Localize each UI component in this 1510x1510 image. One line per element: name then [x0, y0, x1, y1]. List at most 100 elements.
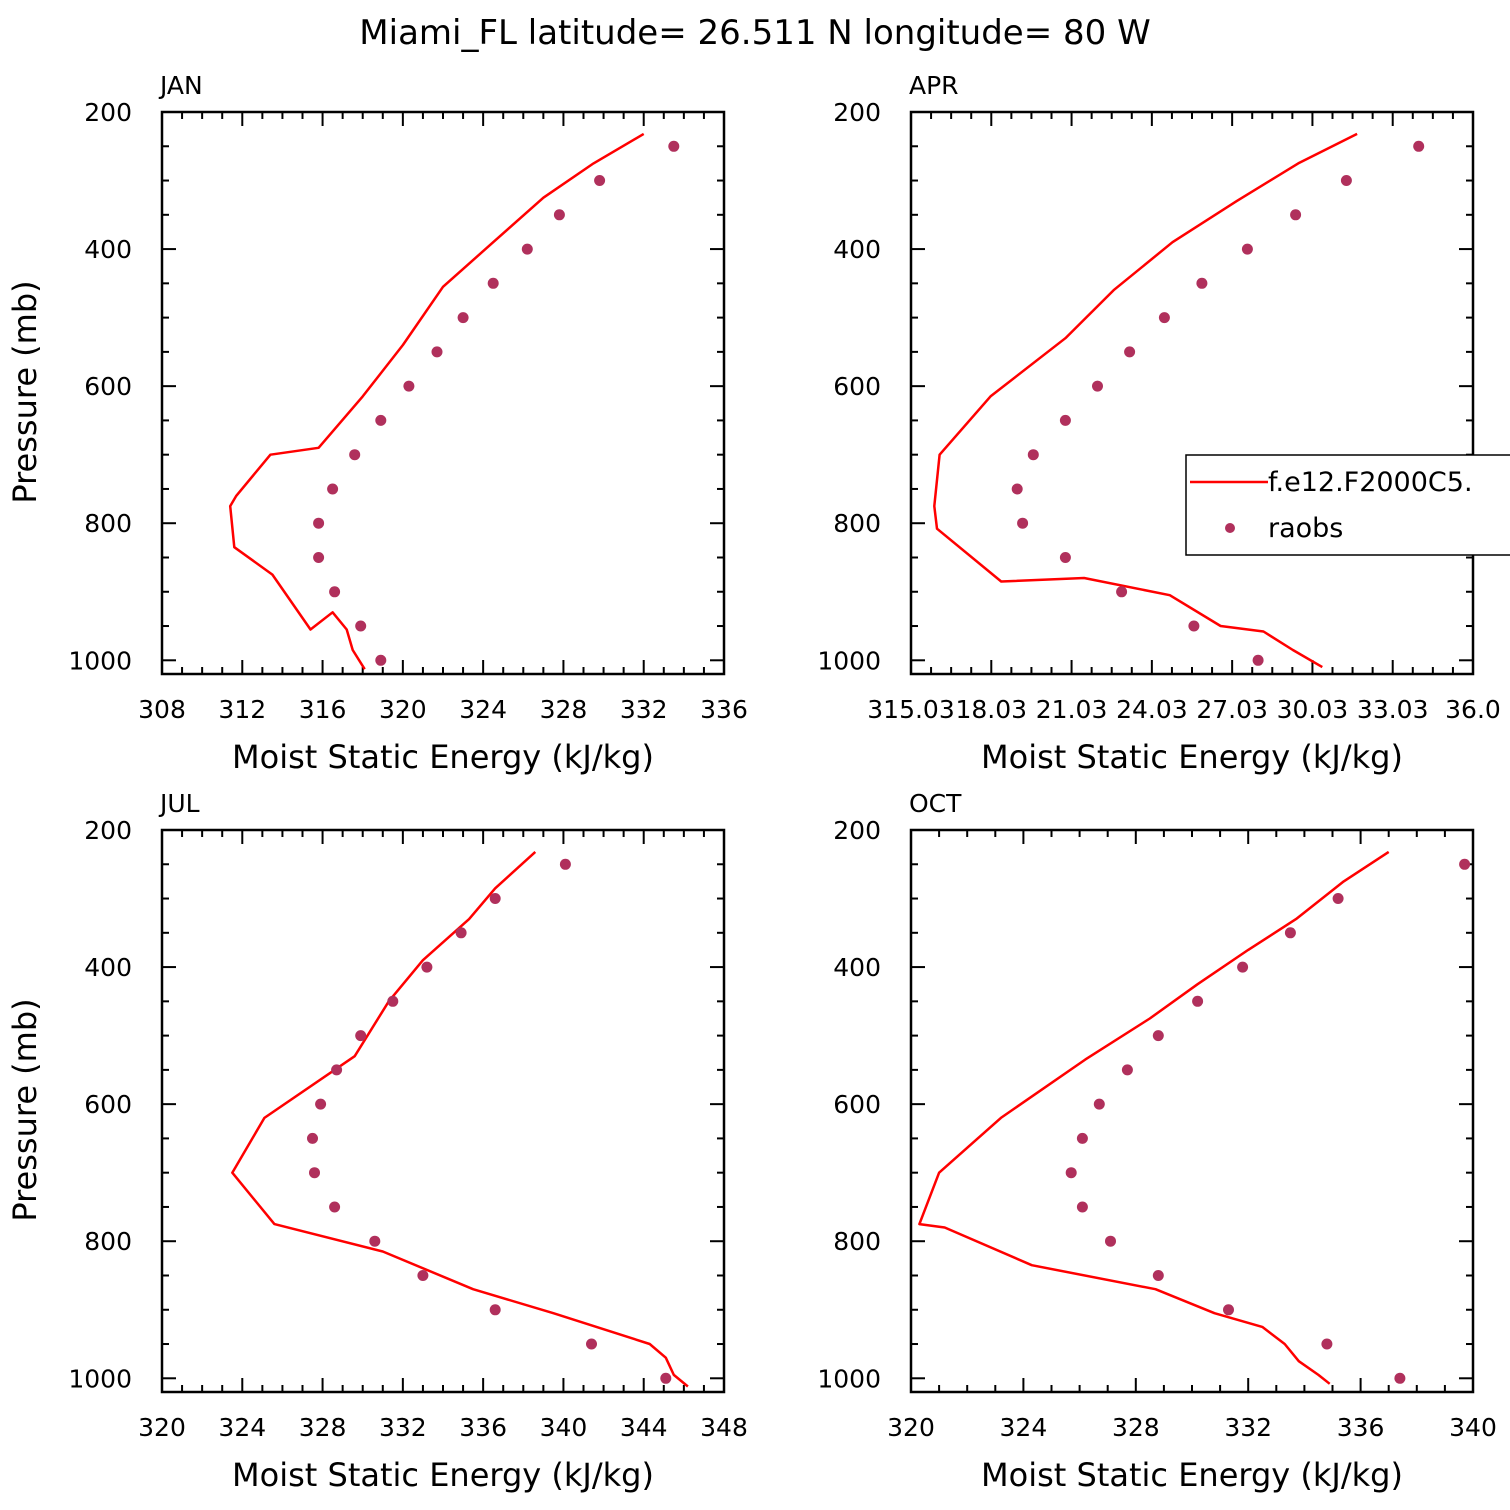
- x-tick-label: 336: [459, 1413, 507, 1442]
- raobs-point: [315, 1098, 327, 1110]
- x-axis-label: Moist Static Energy (kJ/kg): [232, 738, 654, 776]
- x-tick-label: 328: [540, 695, 588, 724]
- raobs-point: [369, 1235, 381, 1247]
- raobs-point: [660, 1372, 672, 1384]
- y-tick-label: 600: [84, 372, 132, 401]
- raobs-point: [1223, 1304, 1234, 1316]
- raobs-point: [1121, 1064, 1133, 1076]
- raobs-point: [1124, 346, 1136, 358]
- panel-title: OCT: [909, 789, 962, 818]
- raobs-point: [375, 654, 387, 666]
- y-tick-label: 800: [84, 1227, 132, 1256]
- raobs-point: [403, 380, 415, 392]
- raobs-point: [313, 517, 325, 529]
- y-tick-label: 400: [833, 235, 881, 264]
- raobs-point: [349, 449, 361, 461]
- y-tick-label: 800: [833, 1227, 881, 1256]
- x-tick-label: 316: [299, 695, 347, 724]
- raobs-point: [307, 1132, 318, 1144]
- x-tick-label: 312: [218, 695, 266, 724]
- raobs-point: [1152, 1270, 1164, 1281]
- raobs-point: [559, 858, 571, 870]
- raobs-point: [594, 175, 606, 186]
- x-tick-label: 320: [138, 1413, 186, 1442]
- y-tick-label: 800: [833, 509, 881, 538]
- legend-entry-raobs: raobs: [1268, 513, 1343, 544]
- raobs-point: [489, 1304, 501, 1316]
- y-tick-label: 1000: [817, 1364, 881, 1393]
- panel-title: JUL: [158, 789, 200, 818]
- x-tick-label: 308: [138, 695, 186, 724]
- plot-frame: [909, 828, 1475, 1394]
- raobs-point: [553, 209, 565, 221]
- panel-jan: JAN 308 312 316 320 324 328 332 336 200 400 600 800…: [6, 71, 748, 776]
- x-tick-label: 328: [299, 1413, 347, 1442]
- x-tick-label: 340: [540, 1413, 588, 1442]
- y-tick-label: 200: [833, 816, 881, 845]
- raobs-point: [521, 243, 533, 255]
- raobs-point: [1059, 552, 1071, 563]
- raobs-point: [1152, 1030, 1164, 1042]
- panel-apr: APR 315.03 18.03 21.03 24.03 27.03 30.03 33.03…: [817, 71, 1500, 776]
- panel-jul: JUL 320 324 328 332 336 340 344 348 200 400 600 800…: [6, 789, 748, 1494]
- y-tick-label: 400: [84, 953, 132, 982]
- raobs-point: [1188, 620, 1200, 632]
- x-axis-label: Moist Static Energy (kJ/kg): [981, 738, 1403, 776]
- x-axis-label: Moist Static Energy (kJ/kg): [981, 1456, 1403, 1494]
- raobs-point: [1076, 1201, 1088, 1213]
- y-tick-label: 600: [833, 372, 881, 401]
- raobs-point: [457, 312, 469, 324]
- raobs-point: [1093, 1098, 1105, 1110]
- raobs-point: [1017, 517, 1029, 529]
- x-tick-label: 18.03: [955, 695, 1027, 724]
- legend-marker-swatch: [1225, 523, 1235, 533]
- raobs-point: [668, 140, 680, 152]
- raobs-point: [1196, 277, 1208, 289]
- x-tick-label: 320: [887, 1413, 935, 1442]
- figure-title: Miami_FL latitude= 26.511 N longitude= 8…: [359, 13, 1150, 53]
- x-tick-label: 340: [1449, 1413, 1497, 1442]
- raobs-point: [1105, 1235, 1116, 1247]
- raobs-point: [355, 620, 367, 632]
- raobs-point: [1027, 449, 1039, 461]
- raobs-point: [586, 1338, 597, 1350]
- raobs-point: [327, 483, 339, 495]
- x-tick-label: 30.03: [1277, 695, 1349, 724]
- x-tick-label: 320: [379, 695, 427, 724]
- y-tick-label: 1000: [68, 646, 132, 675]
- raobs-point: [421, 961, 433, 973]
- raobs-point: [1340, 175, 1352, 186]
- y-tick-label: 200: [84, 98, 132, 127]
- raobs-point: [329, 1201, 341, 1213]
- x-tick-label: 315.03: [867, 695, 954, 724]
- raobs-point: [1252, 654, 1264, 666]
- raobs-point: [1241, 243, 1253, 255]
- y-axis-label: Pressure (mb): [6, 998, 44, 1221]
- raobs-point: [1237, 961, 1249, 973]
- y-tick-label: 600: [84, 1090, 132, 1119]
- raobs-point: [1413, 140, 1425, 152]
- raobs-point: [431, 346, 443, 358]
- x-tick-label: 328: [1112, 1413, 1160, 1442]
- x-tick-label: 332: [379, 1413, 427, 1442]
- raobs-point: [417, 1270, 429, 1281]
- raobs-point: [1394, 1372, 1406, 1384]
- x-tick-label: 324: [459, 695, 507, 724]
- raobs-point: [1290, 209, 1302, 221]
- x-tick-label: 332: [1224, 1413, 1272, 1442]
- x-tick-label: 344: [620, 1413, 668, 1442]
- x-tick-label: 33.03: [1357, 695, 1429, 724]
- raobs-point: [1192, 995, 1204, 1007]
- y-tick-label: 1000: [68, 1364, 132, 1393]
- legend-entry-model: f.e12.F2000C5.: [1268, 467, 1473, 498]
- raobs-point: [1459, 858, 1471, 870]
- raobs-point: [387, 995, 399, 1007]
- panel-oct: OCT 320 324 328 332 336 340 200 400 600 800 1000 M…: [817, 789, 1496, 1494]
- raobs-point: [375, 414, 387, 426]
- model-profile-line: [228, 132, 645, 670]
- y-tick-label: 1000: [817, 646, 881, 675]
- y-tick-label: 600: [833, 1090, 881, 1119]
- raobs-point: [455, 927, 467, 939]
- raobs-point: [1332, 893, 1344, 904]
